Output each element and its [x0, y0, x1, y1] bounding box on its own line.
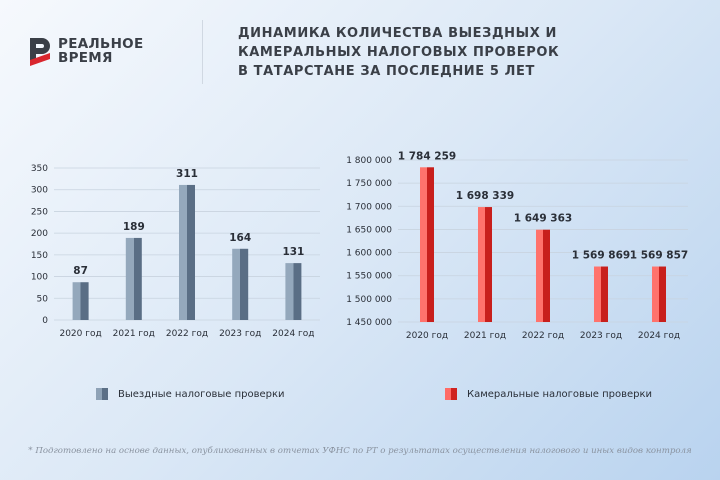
data-label: 1 698 339 — [456, 190, 514, 202]
data-label: 1 569 869 — [572, 250, 630, 262]
y-tick-label: 350 — [31, 164, 48, 174]
y-tick-label: 0 — [42, 316, 48, 326]
y-tick-label: 1 700 000 — [346, 202, 392, 212]
y-tick-label: 1 600 000 — [346, 249, 392, 259]
x-tick-label: 2022 год — [522, 331, 564, 341]
field-inspections-chart: 0 50 100 150 200 250 300 350 87 2020 год 189 2021 г… — [31, 164, 320, 339]
bar — [125, 237, 142, 320]
x-tick-label: 2021 год — [113, 329, 155, 339]
chart-title: ДИНАМИКА КОЛИЧЕСТВА ВЫЕЗДНЫХ И КАМЕРАЛЬН… — [238, 24, 658, 81]
bar — [285, 263, 302, 320]
x-tick-label: 2020 год — [406, 331, 448, 341]
header-divider — [202, 20, 203, 84]
desk-inspections-chart: 1 450 000 1 500 000 1 550 000 1 600 000 1 65… — [346, 150, 688, 341]
title-line1: ДИНАМИКА КОЛИЧЕСТВА ВЫЕЗДНЫХ И — [238, 26, 557, 41]
data-label: 1 569 857 — [630, 250, 688, 262]
data-label: 131 — [282, 246, 304, 258]
x-tick-label: 2020 год — [59, 329, 101, 339]
bar — [72, 282, 89, 320]
legend-field-label: Выездные налоговые проверки — [118, 388, 285, 400]
x-tick-label: 2023 год — [219, 329, 261, 339]
data-label: 311 — [176, 168, 198, 180]
x-tick-label: 2023 год — [580, 331, 622, 341]
title-line3: В ТАТАРСТАНЕ ЗА ПОСЛЕДНИЕ 5 ЛЕТ — [238, 64, 536, 79]
footnote: * Подготовлено на основе данных, опублик… — [28, 446, 692, 456]
legend-field-swatch — [96, 388, 108, 400]
data-label: 1 649 363 — [514, 213, 572, 225]
data-label: 87 — [73, 265, 88, 277]
y-tick-label: 50 — [37, 294, 49, 304]
x-tick-label: 2021 год — [464, 331, 506, 341]
bar — [536, 229, 550, 322]
bar — [478, 207, 492, 322]
y-tick-label: 100 — [31, 273, 48, 283]
x-tick-label: 2024 год — [272, 329, 314, 339]
y-tick-label: 1 800 000 — [346, 156, 392, 166]
bar — [420, 167, 434, 322]
bar — [652, 266, 666, 322]
y-tick-label: 1 500 000 — [346, 295, 392, 305]
y-tick-label: 1 650 000 — [346, 225, 392, 235]
data-label: 189 — [123, 221, 145, 233]
y-tick-label: 150 — [31, 251, 48, 261]
x-tick-label: 2024 год — [638, 331, 680, 341]
data-label: 164 — [229, 232, 251, 244]
x-tick-label: 2022 год — [166, 329, 208, 339]
y-tick-label: 1 550 000 — [346, 272, 392, 282]
legend-desk-swatch — [445, 388, 457, 400]
title-line2: КАМЕРАЛЬНЫХ НАЛОГОВЫХ ПРОВЕРОК — [238, 45, 560, 60]
y-tick-label: 200 — [31, 229, 48, 239]
data-label: 1 784 259 — [398, 150, 456, 162]
legend-desk-label: Камеральные налоговые проверки — [467, 388, 653, 400]
bar — [179, 184, 195, 320]
brand-name-line1: РЕАЛЬНОЕ — [58, 36, 144, 52]
y-tick-label: 250 — [31, 207, 48, 217]
y-tick-label: 1 450 000 — [346, 318, 392, 328]
brand-logo-mark-icon — [30, 38, 50, 66]
y-tick-label: 300 — [31, 186, 48, 196]
bar — [594, 266, 608, 322]
y-tick-label: 1 750 000 — [346, 179, 392, 189]
bar — [232, 248, 249, 320]
legend-desk: Камеральные налоговые проверки — [445, 388, 652, 400]
brand-name: РЕАЛЬНОЕ ВРЕМЯ — [58, 37, 143, 65]
brand-logo: РЕАЛЬНОЕ ВРЕМЯ — [28, 36, 168, 68]
legend-field: Выездные налоговые проверки — [96, 388, 285, 400]
brand-name-line2: ВРЕМЯ — [58, 50, 113, 66]
